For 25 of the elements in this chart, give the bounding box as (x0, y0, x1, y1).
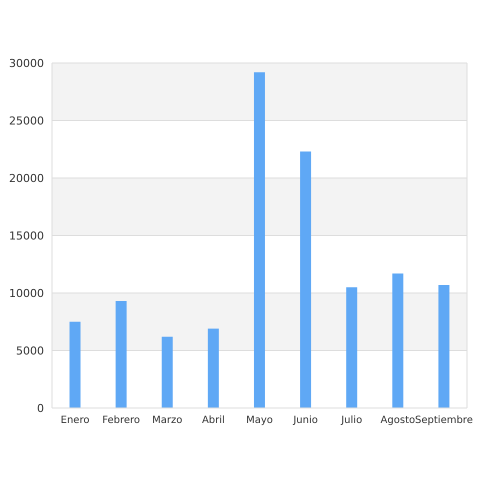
y-tick-label: 30000 (9, 56, 44, 70)
y-tick-label: 15000 (9, 229, 44, 242)
x-tick-label: Abril (202, 415, 225, 426)
x-tick-label: Junio (292, 415, 318, 426)
x-tick-label: Julio (340, 415, 362, 426)
y-tick-label: 5000 (16, 344, 44, 358)
y-tick-label: 10000 (9, 286, 44, 300)
bar (346, 287, 358, 408)
y-tick-label: 0 (37, 402, 44, 415)
x-tick-label: Agosto (380, 415, 416, 426)
y-tick-label: 20000 (9, 172, 44, 185)
x-tick-label: Septiembre (415, 415, 473, 426)
bar (162, 336, 173, 408)
bar (438, 284, 450, 408)
bar (254, 72, 265, 408)
bar (116, 301, 127, 408)
x-tick-label: Enero (60, 415, 90, 426)
x-tick-label: Marzo (152, 415, 182, 426)
bar (392, 273, 404, 408)
y-tick-label: 25000 (9, 114, 44, 128)
bar (300, 152, 312, 408)
x-tick-label: Febrero (102, 415, 140, 426)
bar (70, 322, 81, 408)
x-tick-label: Mayo (246, 415, 273, 426)
bar (208, 328, 219, 408)
